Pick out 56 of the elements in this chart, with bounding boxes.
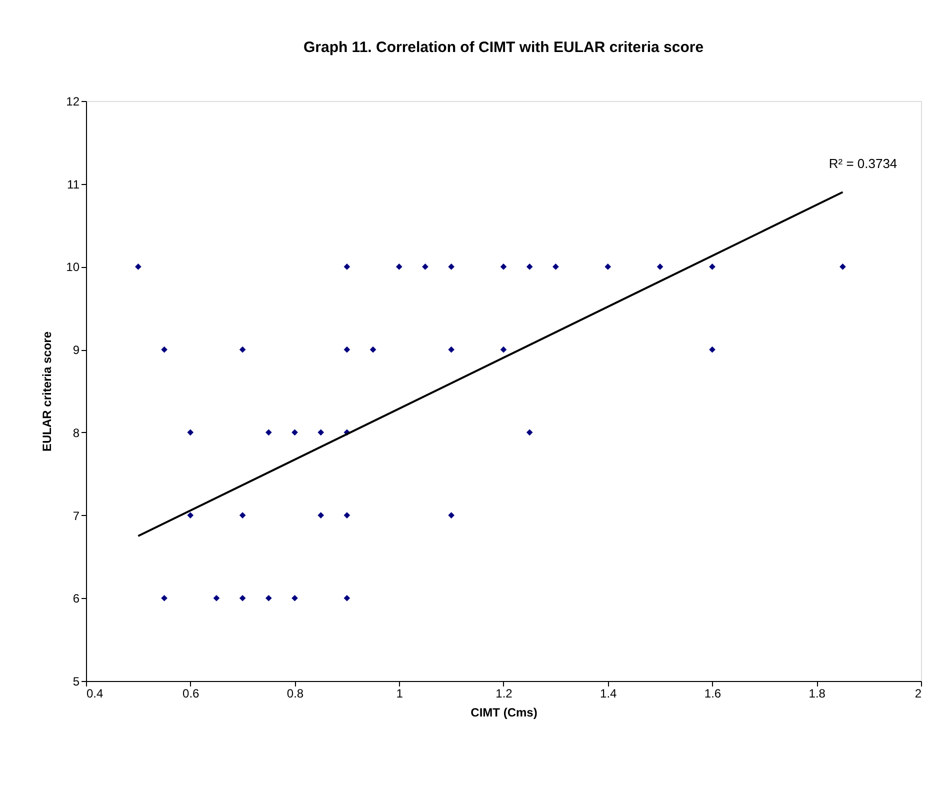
- point: [422, 264, 428, 270]
- point: [344, 594, 350, 602]
- point: [187, 512, 194, 518]
- x-tick-label: 1: [396, 686, 404, 700]
- y-tick-label: 11: [67, 177, 80, 192]
- point: [161, 346, 168, 353]
- point: [656, 264, 664, 270]
- y-tick-label: 10: [66, 260, 80, 274]
- y-tick-label: 6: [72, 592, 80, 606]
- y-tick-label: 5: [72, 674, 80, 688]
- x-tick-label: 0.4: [86, 686, 104, 700]
- chart-title: Graph 11. Correlation of CIMT with EULAR criteria score: [303, 39, 704, 56]
- point: [526, 429, 533, 436]
- point: [709, 346, 716, 353]
- point: [344, 264, 350, 270]
- point: [239, 512, 246, 518]
- x-tick-label: 0.6: [182, 686, 200, 700]
- x-tick-label: 1.2: [496, 686, 513, 700]
- x-tick-label: 0.8: [286, 686, 304, 700]
- y-axis-title: EULAR criteria score: [40, 331, 54, 452]
- point: [187, 429, 194, 436]
- point: [344, 512, 350, 518]
- point: [552, 264, 559, 270]
- point: [265, 594, 272, 602]
- point: [448, 264, 454, 270]
- y-tick-label: 12: [66, 94, 80, 108]
- x-axis-title: CIMT (Cms): [470, 706, 538, 720]
- point: [448, 512, 454, 518]
- y-tick-label: 7: [72, 508, 80, 523]
- point: [396, 264, 402, 270]
- x-tick-label: 2: [914, 686, 922, 700]
- point: [344, 346, 350, 353]
- x-tick-label: 1.4: [600, 686, 618, 700]
- point: [239, 346, 246, 353]
- point: [318, 429, 324, 436]
- point: [500, 346, 507, 353]
- point: [161, 594, 168, 602]
- annotation: R² = 0.3734: [828, 156, 898, 171]
- point: [265, 429, 272, 436]
- y-tick-label: 8: [72, 426, 80, 440]
- point: [448, 346, 454, 353]
- x-tick-label: 1.8: [808, 686, 826, 700]
- point: [526, 264, 533, 270]
- point: [213, 594, 220, 602]
- point: [318, 512, 324, 518]
- point: [292, 594, 298, 602]
- x-tick-label: 1.6: [704, 686, 722, 700]
- point: [840, 264, 846, 270]
- point: [709, 264, 716, 270]
- point: [239, 594, 246, 602]
- point: [292, 429, 298, 436]
- point: [135, 264, 142, 270]
- y-tick-label: 9: [72, 343, 80, 358]
- point: [604, 264, 612, 270]
- point: [370, 346, 376, 353]
- point: [500, 264, 507, 270]
